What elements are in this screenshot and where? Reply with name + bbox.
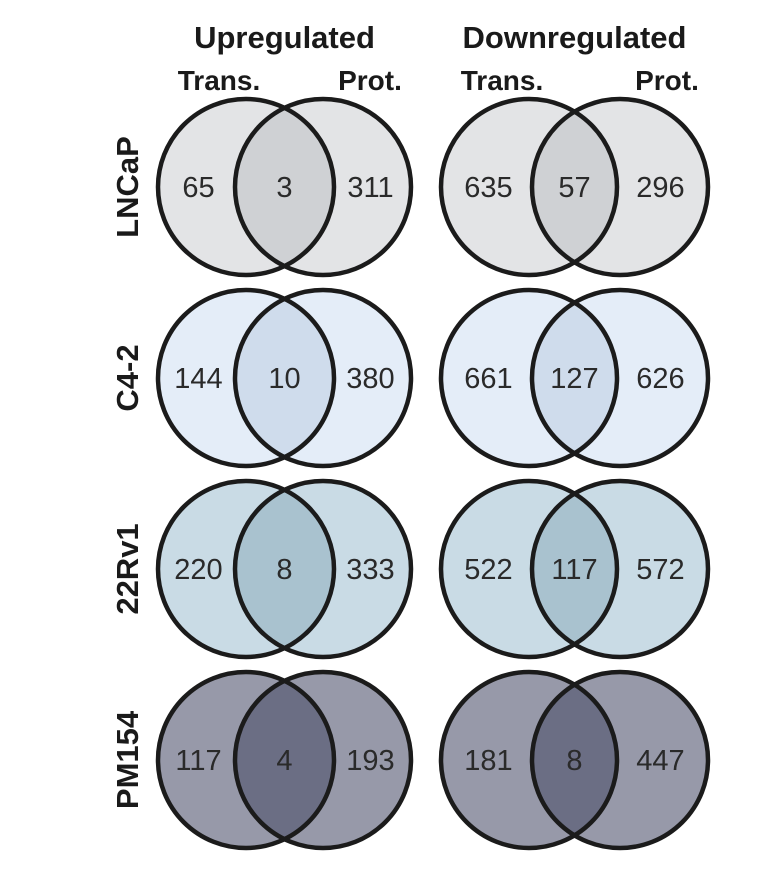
- venn-diagram: 65 3 311: [155, 96, 414, 278]
- count-proteome-only: 193: [346, 745, 394, 777]
- set-label-transcriptome: Trans.: [461, 65, 543, 96]
- transcriptome-circle: [155, 478, 337, 660]
- proteome-circle: [232, 669, 414, 851]
- count-transcriptome-only: 220: [174, 554, 222, 586]
- count-proteome-only: 333: [346, 554, 394, 586]
- proteome-circle: [529, 669, 711, 851]
- overlap-region: [532, 290, 617, 466]
- venn-diagram: 181 8 447: [438, 669, 711, 851]
- transcriptome-circle: [438, 478, 620, 660]
- overlap-region: [532, 99, 617, 275]
- proteome-circle: [529, 478, 711, 660]
- proteome-circle: [232, 96, 414, 278]
- proteome-circle: [529, 96, 711, 278]
- count-proteome-only: 572: [636, 554, 684, 586]
- count-transcriptome-only: 522: [464, 554, 512, 586]
- count-proteome-only: 447: [636, 745, 684, 777]
- count-overlap: 8: [566, 745, 582, 777]
- row-label-cell-line: LNCaP: [110, 136, 145, 238]
- transcriptome-circle: [155, 669, 337, 851]
- set-label-transcriptome: Trans.: [178, 65, 260, 96]
- venn-diagram: 144 10 380: [155, 287, 414, 469]
- overlap-region: [532, 481, 617, 657]
- count-overlap: 117: [551, 554, 597, 586]
- count-overlap: 57: [558, 172, 590, 204]
- set-label-proteome: Prot.: [635, 65, 699, 96]
- count-overlap: 10: [268, 363, 300, 395]
- count-proteome-only: 380: [346, 363, 394, 395]
- proteome-circle: [232, 478, 414, 660]
- set-label-proteome: Prot.: [338, 65, 402, 96]
- count-overlap: 127: [550, 363, 598, 395]
- count-proteome-only: 311: [347, 172, 393, 204]
- venn-diagram: 220 8 333: [155, 478, 414, 660]
- row-label-cell-line: 22Rv1: [110, 523, 145, 614]
- overlap-region: [235, 99, 334, 275]
- count-transcriptome-only: 661: [464, 363, 512, 395]
- count-overlap: 4: [276, 745, 292, 777]
- column-title: Upregulated: [194, 20, 375, 55]
- transcriptome-circle: [438, 669, 620, 851]
- venn-diagram: 522 117 572: [438, 478, 711, 660]
- count-proteome-only: 626: [636, 363, 684, 395]
- venn-diagram: 661 127 626: [438, 287, 711, 469]
- count-proteome-only: 296: [636, 172, 684, 204]
- overlap-region: [235, 290, 334, 466]
- transcriptome-circle: [438, 287, 620, 469]
- venn-diagram: 117 4 193: [155, 669, 414, 851]
- transcriptome-circle: [155, 96, 337, 278]
- overlap-region: [235, 672, 334, 848]
- count-transcriptome-only: 65: [182, 172, 214, 204]
- overlap-region: [235, 481, 334, 657]
- transcriptome-circle: [155, 287, 337, 469]
- count-transcriptome-only: 117: [175, 745, 221, 777]
- count-overlap: 8: [276, 554, 292, 586]
- transcriptome-circle: [438, 96, 620, 278]
- row-label-cell-line: PM154: [110, 710, 145, 809]
- count-transcriptome-only: 181: [464, 745, 512, 777]
- proteome-circle: [232, 287, 414, 469]
- count-overlap: 3: [276, 172, 292, 204]
- overlap-region: [532, 672, 617, 848]
- venn-diagram: 635 57 296: [438, 96, 711, 278]
- proteome-circle: [529, 287, 711, 469]
- count-transcriptome-only: 635: [464, 172, 512, 204]
- column-title: Downregulated: [463, 20, 687, 55]
- row-label-cell-line: C4-2: [110, 344, 145, 411]
- count-transcriptome-only: 144: [174, 363, 222, 395]
